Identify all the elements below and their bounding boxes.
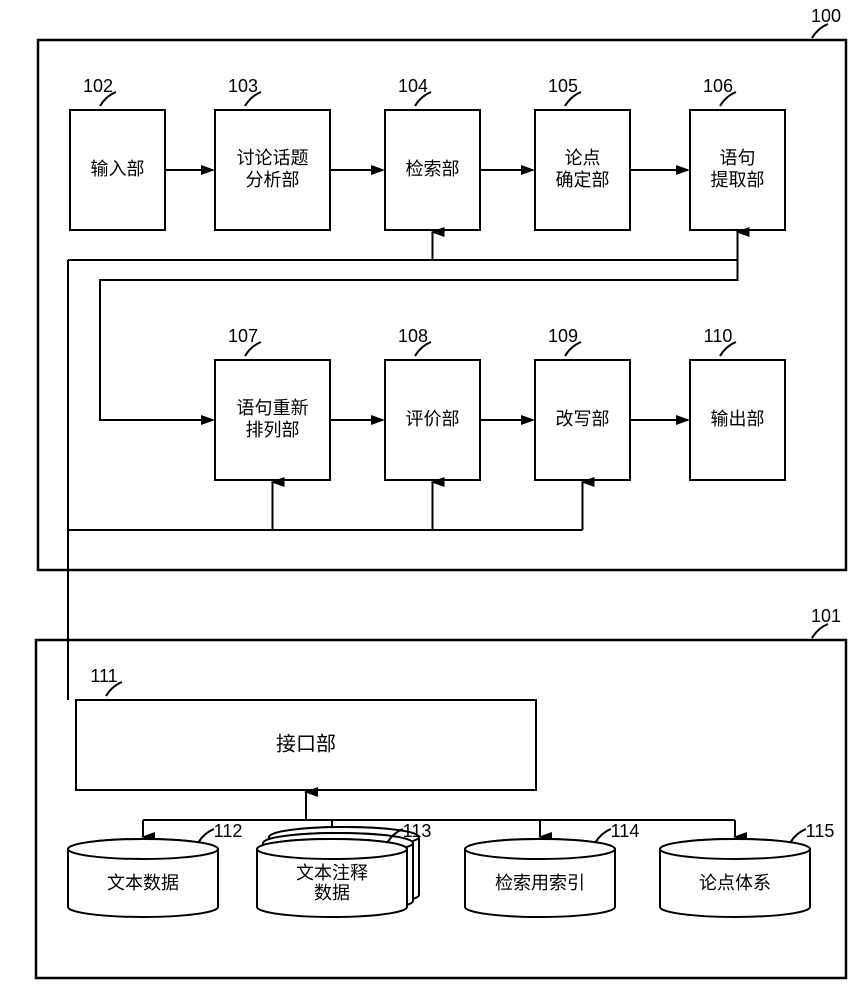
node-111: 接口部 <box>76 700 536 790</box>
node-label: 语句重新 <box>237 398 309 418</box>
node-label: 改写部 <box>556 409 610 429</box>
db-label: 检索用索引 <box>495 873 585 893</box>
db-label: 文本注释 <box>296 863 368 883</box>
node-109: 改写部 <box>535 360 630 480</box>
db-label: 论点体系 <box>699 873 771 893</box>
node-105: 论点确定部 <box>535 110 630 230</box>
ref-num-108: 108 <box>398 326 428 346</box>
node-104: 检索部 <box>385 110 480 230</box>
outer-box-101 <box>36 640 846 978</box>
ref-num-115: 115 <box>806 821 835 841</box>
node-106: 语句提取部 <box>690 110 785 230</box>
ref-num-105: 105 <box>548 76 578 96</box>
nodes-group: 输入部讨论话题分析部检索部论点确定部语句提取部语句重新排列部评价部改写部输出部接… <box>70 110 785 790</box>
diagram-canvas: 输入部讨论话题分析部检索部论点确定部语句提取部语句重新排列部评价部改写部输出部接… <box>0 0 866 1000</box>
ref-num-113: 113 <box>403 821 432 841</box>
node-label: 语句 <box>720 148 756 168</box>
db-112: 文本数据 112 <box>68 821 242 917</box>
node-label: 评价部 <box>406 409 460 429</box>
ref-num-103: 103 <box>228 76 258 96</box>
node-label: 提取部 <box>711 170 765 190</box>
node-103: 讨论话题分析部 <box>215 110 330 230</box>
db-115: 论点体系 115 <box>660 821 834 917</box>
ref-num-100: 100 <box>811 6 841 26</box>
node-108: 评价部 <box>385 360 480 480</box>
node-label: 排列部 <box>246 420 300 440</box>
node-label: 论点 <box>565 148 601 168</box>
node-label: 输入部 <box>91 159 145 179</box>
node-107: 语句重新排列部 <box>215 360 330 480</box>
node-label: 讨论话题 <box>237 148 309 168</box>
ref-num-111: 111 <box>90 666 117 686</box>
ref-num-101: 101 <box>811 606 841 626</box>
ref-num-107: 107 <box>228 326 258 346</box>
node-label: 分析部 <box>246 170 300 190</box>
node-label: 确定部 <box>556 170 610 190</box>
node-label: 接口部 <box>276 732 336 755</box>
db-113: 文本注释数据 113 <box>257 821 431 917</box>
ref-num-112: 112 <box>214 821 243 841</box>
node-label: 输出部 <box>711 409 765 429</box>
ref-101: 101 <box>811 606 841 638</box>
ref-num-102: 102 <box>83 76 113 96</box>
ref-num-109: 109 <box>548 326 578 346</box>
db-114: 检索用索引 114 <box>465 821 639 917</box>
databases-group: 文本数据 112 文本注释数据 113 检索用索引 114 论点体系 115 <box>68 821 834 917</box>
ref-num-114: 114 <box>611 821 640 841</box>
ref-num-110: 110 <box>704 326 733 346</box>
ref-100: 100 <box>811 6 841 38</box>
db-label: 文本数据 <box>107 873 179 893</box>
db-label: 数据 <box>314 883 350 903</box>
node-label: 检索部 <box>406 159 460 179</box>
ref-num-104: 104 <box>398 76 428 96</box>
node-102: 输入部 <box>70 110 165 230</box>
node-110: 输出部 <box>690 360 785 480</box>
ref-num-106: 106 <box>703 76 733 96</box>
